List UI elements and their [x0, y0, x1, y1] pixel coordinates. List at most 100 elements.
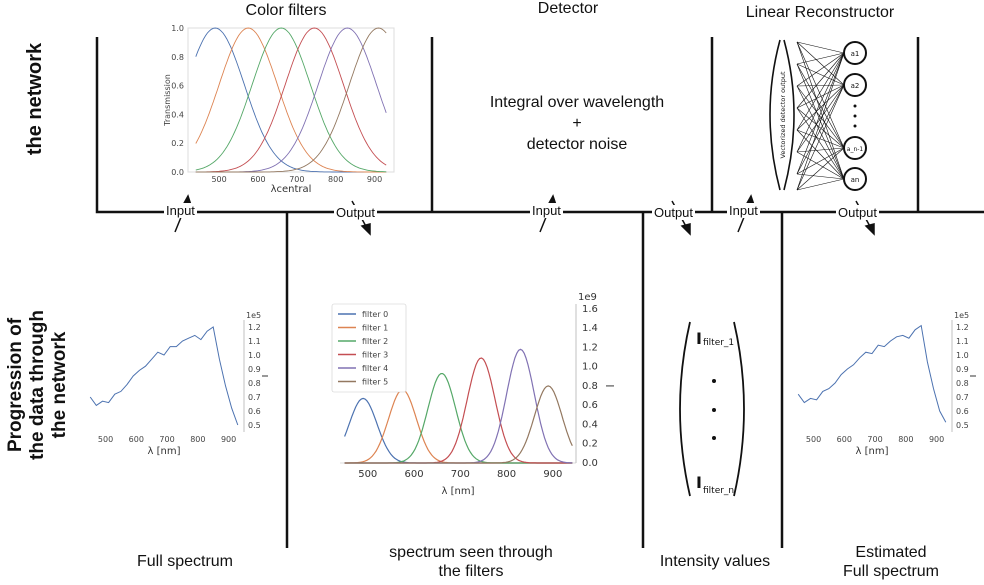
network-edge	[796, 129, 845, 180]
intensity-first-symbol: I	[696, 329, 702, 348]
input-label-filters: Input	[164, 203, 197, 218]
network-edge	[796, 173, 845, 180]
x-tick-label: 600	[404, 469, 423, 480]
network-edge	[796, 147, 845, 175]
y-tick-label: 1.1	[248, 337, 261, 346]
y-tick-label: 0.2	[582, 439, 598, 450]
network-edge	[796, 52, 845, 87]
y-tick-label: 0.5	[956, 421, 969, 430]
transmission-curve	[195, 27, 387, 173]
y-tick-label: 0.8	[171, 53, 184, 62]
legend-label: filter 0	[362, 310, 388, 319]
y-tick-label: 0.8	[956, 379, 969, 388]
y-tick-label: 0.2	[171, 139, 184, 148]
x-tick-label: 800	[328, 175, 343, 184]
network-edge	[796, 151, 845, 180]
network-edge	[796, 52, 845, 175]
intensity-last-symbol: I	[696, 473, 702, 492]
x-tick-label: 600	[250, 175, 265, 184]
header-linear-reconstructor: Linear Reconstructor	[745, 4, 895, 21]
intensity-last-subscript: filter_n	[703, 486, 734, 496]
x-tick-label: 900	[929, 435, 944, 444]
intensity-right-bracket	[733, 321, 745, 497]
vector-left-bracket	[769, 39, 781, 191]
output-label-filters: Output	[334, 205, 378, 220]
network-ellipsis	[853, 104, 857, 128]
caption-line: Full spectrum	[842, 563, 940, 580]
detector-line: +	[572, 115, 582, 132]
full-spectrum-chart: 0.5 0.6 0.7 0.8 0.9 1.0 1.1 1.2 1e5 500 600 700 800 9…	[89, 312, 268, 457]
network-edge	[796, 41, 845, 180]
filtered-curve	[344, 385, 573, 464]
x-tick-label: 500	[358, 469, 377, 480]
x-tick-label: 900	[367, 175, 382, 184]
y-tick-label: 0.5	[248, 421, 261, 430]
x-tick-label: 700	[159, 435, 174, 444]
filtered-curve	[344, 397, 573, 464]
spectrum-line	[797, 324, 947, 423]
y-tick-label: 0.4	[171, 110, 184, 119]
caption-filtered: spectrum seen through the filters	[350, 543, 592, 581]
network-edge	[796, 84, 845, 87]
network-edge	[796, 178, 845, 191]
legend-label: filter 5	[362, 378, 388, 387]
x-tick-label: 500	[98, 435, 113, 444]
legend-label: filter 3	[362, 351, 388, 360]
network-node: an	[843, 167, 867, 191]
network-edge	[796, 41, 845, 149]
network-edge	[796, 84, 845, 109]
x-tick-label: 900	[221, 435, 236, 444]
intensity-first-subscript: filter_1	[703, 338, 734, 348]
y-tick-label: 0.9	[956, 365, 969, 374]
header-detector: Detector	[537, 0, 599, 17]
network-edge	[796, 52, 845, 65]
y-tick-label: 1.0	[248, 351, 261, 360]
network-edge	[796, 84, 845, 153]
network-edge	[796, 52, 845, 109]
network-edge	[796, 84, 845, 175]
detector-description: Integral over wavelength + detector nois…	[462, 92, 692, 155]
caption-line: spectrum seen through	[389, 544, 553, 561]
network-edge	[796, 147, 845, 153]
network-edge	[796, 85, 845, 149]
svg-text:an: an	[851, 176, 860, 184]
vector-label: Vectorized detector output	[779, 71, 787, 159]
transmission-curve	[195, 27, 387, 173]
y-tick-label: 0.6	[248, 407, 261, 416]
caption-line: the filters	[438, 563, 504, 580]
x-tick-label: 700	[289, 175, 304, 184]
x-axis-label: λ [nm]	[856, 446, 889, 457]
y-tick-label: 0.7	[248, 393, 261, 402]
y-axis-label: Transmission	[163, 74, 172, 127]
y-tick-label: 1.2	[582, 342, 598, 353]
y-tick-label: 0.0	[582, 458, 598, 469]
output-label-reconstructor: Output	[836, 205, 880, 220]
axis-multiplier: 1e5	[954, 312, 969, 320]
svg-text:a1: a1	[851, 50, 860, 58]
caption-estimated: Estimated Full spectrum	[832, 543, 950, 581]
input-label-detector: Input	[530, 203, 563, 218]
x-tick-label: 500	[211, 175, 226, 184]
x-tick-label: 800	[190, 435, 205, 444]
legend-label: filter 2	[362, 337, 388, 346]
network-edge	[796, 147, 845, 191]
caption-full-spectrum: Full spectrum	[136, 553, 234, 570]
chart-legend: filter 0 filter 1 filter 2 filter 3 filter 4…	[331, 303, 407, 393]
estimated-spectrum-chart: 0.5 0.6 0.7 0.8 0.9 1.0 1.1 1.2 1e5 500 600 700 800 9…	[797, 312, 976, 457]
y-tick-label: 0.9	[248, 365, 261, 374]
x-tick-label: 600	[837, 435, 852, 444]
y-tick-label: 0.6	[582, 400, 598, 411]
axis-multiplier: 1e9	[578, 292, 597, 303]
filter-transmission-chart: 0.0 0.2 0.4 0.6 0.8 1.0 500 600 700 800 900 Transmi…	[163, 24, 395, 192]
network-edge	[796, 129, 845, 149]
network-edge	[796, 84, 845, 131]
y-tick-label: 0.7	[956, 393, 969, 402]
y-tick-label: 0.8	[248, 379, 261, 388]
y-tick-label: 1.2	[248, 323, 261, 332]
network-edge	[796, 63, 845, 86]
caption-intensity: Intensity values	[659, 553, 771, 570]
network-edge	[796, 84, 845, 191]
reconstructor-network: Vectorized detector output a1 a2 a_n-1 a…	[769, 39, 867, 191]
vector-right-bracket	[783, 39, 795, 191]
